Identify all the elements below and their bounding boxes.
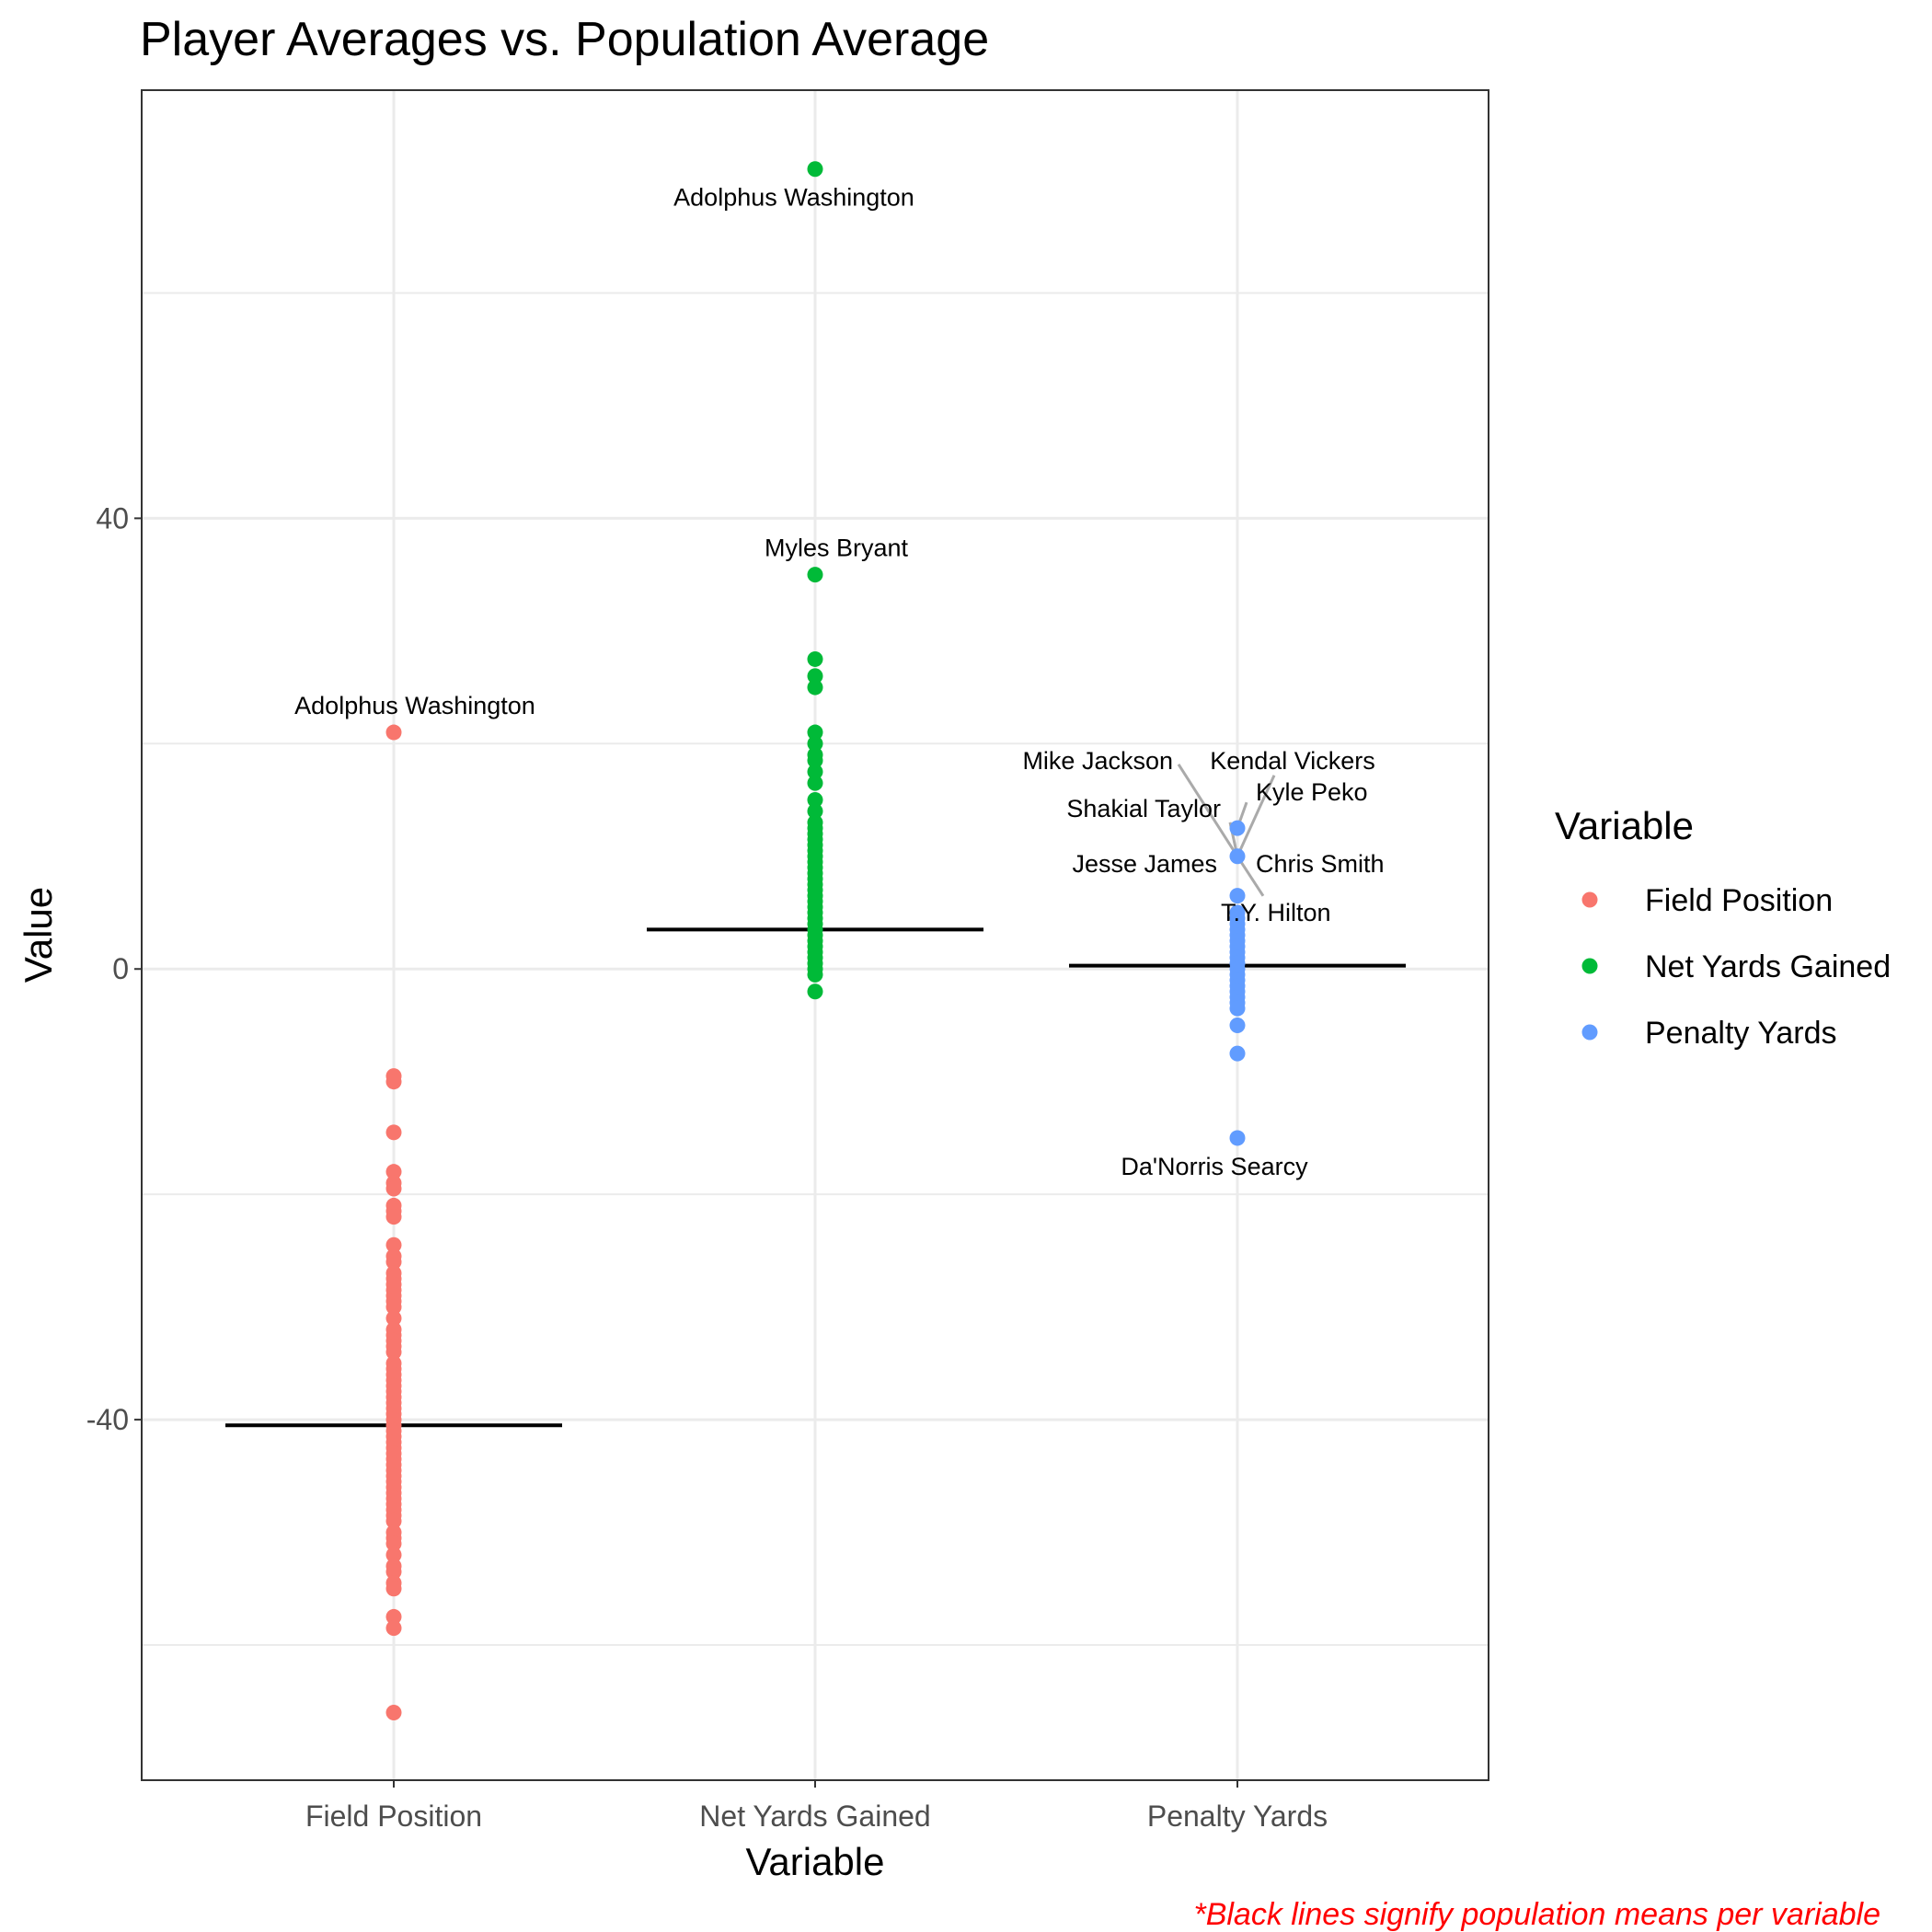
annotation-leader-line xyxy=(1236,855,1265,897)
point-annotation: Adolphus Washington xyxy=(673,184,914,212)
caption: *Black lines signify population means pe… xyxy=(1193,1897,1880,1932)
x-axis: Field Position Net Yards Gained Penalty Ya… xyxy=(305,1780,1328,1833)
data-point xyxy=(385,724,402,741)
y-axis-title: Value xyxy=(17,887,60,983)
data-point xyxy=(385,1512,402,1529)
legend-key xyxy=(1581,891,1598,908)
data-point xyxy=(807,735,823,752)
data-point xyxy=(385,1074,402,1090)
annotation-leader-line xyxy=(1177,763,1239,857)
data-point xyxy=(1229,888,1246,904)
data-point xyxy=(807,724,823,741)
data-point xyxy=(385,1254,402,1271)
data-points xyxy=(385,161,1246,1721)
data-point xyxy=(385,1705,402,1721)
legend: Variable Field Position Net Yards Gained P… xyxy=(1555,804,1891,1051)
point-annotation: T.Y. Hilton xyxy=(1221,899,1331,926)
point-annotations: Adolphus Washington Adolphus Washington My… xyxy=(294,184,1384,1180)
data-point xyxy=(1229,1017,1246,1033)
data-point xyxy=(807,764,823,780)
y-axis: -40 0 40 xyxy=(86,501,142,1436)
data-point xyxy=(807,679,823,696)
point-annotation: Chris Smith xyxy=(1256,850,1385,878)
legend-label: Net Yards Gained xyxy=(1645,949,1891,984)
annotation-leader-line xyxy=(1236,775,1276,857)
point-annotation: Kyle Peko xyxy=(1256,778,1368,806)
legend-label: Penalty Yards xyxy=(1645,1016,1837,1051)
x-tick-label: Penalty Yards xyxy=(1147,1800,1328,1833)
data-point xyxy=(385,1180,402,1197)
data-point xyxy=(1229,820,1246,836)
point-annotation: Shakial Taylor xyxy=(1066,795,1221,822)
data-point xyxy=(385,1124,402,1141)
data-point xyxy=(1229,1130,1246,1146)
data-point xyxy=(1229,1000,1246,1017)
data-point xyxy=(807,792,823,809)
y-tick-label: -40 xyxy=(86,1403,129,1436)
x-axis-title: Variable xyxy=(746,1840,885,1883)
data-point xyxy=(385,1310,402,1327)
data-point xyxy=(385,1608,402,1625)
point-annotation: Da'Norris Searcy xyxy=(1121,1153,1308,1180)
point-annotation: Kendal Vickers xyxy=(1210,747,1375,775)
data-point xyxy=(385,1563,402,1580)
legend-label: Field Position xyxy=(1645,883,1833,918)
data-point xyxy=(807,803,823,820)
point-annotation: Jesse James xyxy=(1072,850,1217,878)
data-point xyxy=(807,983,823,1000)
x-tick-label: Field Position xyxy=(305,1800,482,1833)
legend-title: Variable xyxy=(1555,804,1694,847)
x-tick-label: Net Yards Gained xyxy=(699,1800,930,1833)
point-annotation: Adolphus Washington xyxy=(294,692,535,719)
data-point xyxy=(807,966,823,983)
data-point xyxy=(807,668,823,684)
data-point xyxy=(385,1535,402,1552)
y-tick-label: 40 xyxy=(96,501,129,535)
data-point xyxy=(1229,848,1246,865)
point-annotation: Myles Bryant xyxy=(765,535,909,562)
data-point xyxy=(385,1547,402,1563)
data-point xyxy=(385,1209,402,1225)
data-point xyxy=(807,650,823,667)
data-point xyxy=(385,1299,402,1316)
data-point xyxy=(807,567,823,583)
data-point xyxy=(807,775,823,791)
legend-key xyxy=(1581,1024,1598,1041)
data-point xyxy=(807,161,823,178)
data-point xyxy=(385,1344,402,1361)
y-tick-label: 0 xyxy=(112,952,129,985)
data-point xyxy=(385,1581,402,1597)
legend-key xyxy=(1581,958,1598,974)
data-point xyxy=(1229,1045,1246,1062)
data-point xyxy=(385,1620,402,1637)
data-point xyxy=(385,1164,402,1180)
chart-title: Player Averages vs. Population Average xyxy=(140,13,989,66)
data-point xyxy=(807,753,823,769)
data-point xyxy=(385,1236,402,1253)
point-annotation: Mike Jackson xyxy=(1022,747,1173,775)
